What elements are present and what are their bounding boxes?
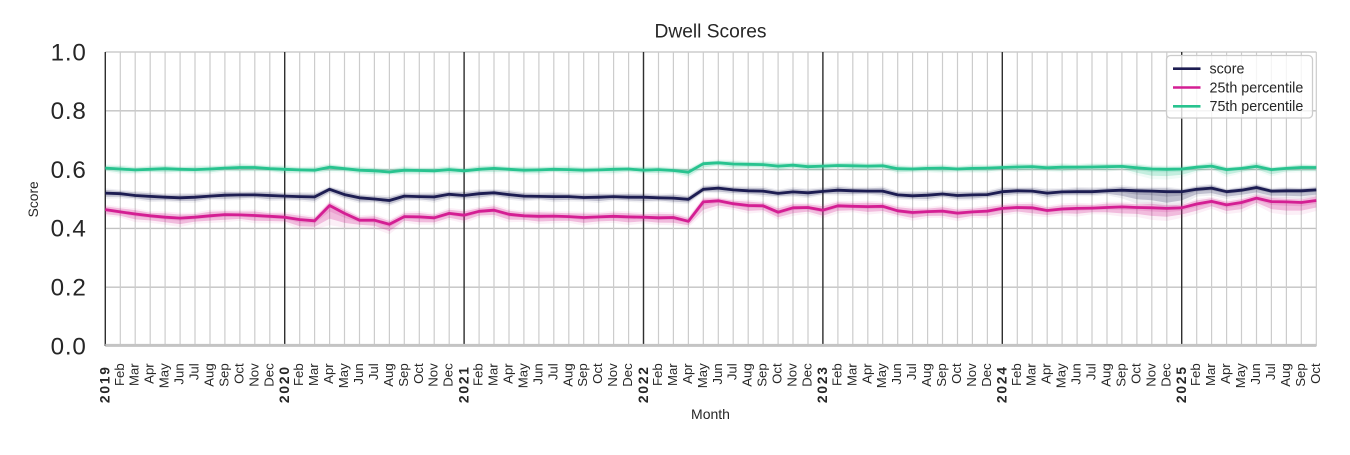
svg-text:Apr: Apr — [501, 363, 516, 384]
svg-text:Jul: Jul — [1084, 363, 1099, 380]
svg-text:Feb: Feb — [112, 363, 127, 386]
svg-text:0.6: 0.6 — [51, 157, 87, 184]
svg-text:Sep: Sep — [934, 363, 949, 386]
svg-text:Jun: Jun — [889, 363, 904, 384]
svg-text:Jun: Jun — [172, 363, 187, 384]
svg-text:Jun: Jun — [530, 363, 545, 384]
svg-text:Aug: Aug — [740, 363, 755, 386]
svg-text:Sep: Sep — [755, 363, 770, 386]
svg-text:Jun: Jun — [1069, 363, 1084, 384]
svg-text:0.0: 0.0 — [51, 333, 87, 360]
svg-text:2025: 2025 — [1174, 365, 1189, 403]
svg-text:Sep: Sep — [1113, 363, 1128, 386]
svg-text:Jun: Jun — [351, 363, 366, 384]
svg-text:Jun: Jun — [1248, 363, 1263, 384]
svg-text:2024: 2024 — [995, 365, 1010, 403]
svg-text:Mar: Mar — [306, 363, 321, 386]
svg-text:Dec: Dec — [979, 363, 994, 387]
svg-text:Jul: Jul — [904, 363, 919, 380]
svg-text:25th percentile: 25th percentile — [1210, 80, 1304, 96]
svg-text:May: May — [515, 363, 530, 388]
svg-text:score: score — [1210, 62, 1245, 78]
svg-text:Jul: Jul — [1263, 363, 1278, 380]
svg-text:May: May — [695, 363, 710, 388]
svg-text:Dec: Dec — [441, 363, 456, 387]
svg-text:Mar: Mar — [127, 363, 142, 386]
svg-text:Jul: Jul — [545, 363, 560, 380]
svg-text:Score: Score — [26, 181, 41, 217]
svg-text:Oct: Oct — [411, 363, 426, 384]
svg-text:Dec: Dec — [620, 363, 635, 387]
svg-text:Aug: Aug — [560, 363, 575, 386]
svg-text:May: May — [1233, 363, 1248, 388]
svg-text:May: May — [157, 363, 172, 388]
svg-text:Nov: Nov — [605, 363, 620, 387]
svg-text:Nov: Nov — [426, 363, 441, 387]
svg-text:1.0: 1.0 — [51, 39, 87, 66]
svg-text:Nov: Nov — [964, 363, 979, 387]
svg-text:Sep: Sep — [396, 363, 411, 386]
svg-text:Nov: Nov — [246, 363, 261, 387]
svg-text:Oct: Oct — [231, 363, 246, 384]
svg-text:Mar: Mar — [1203, 363, 1218, 386]
svg-text:Dwell Scores: Dwell Scores — [655, 22, 767, 43]
svg-text:Aug: Aug — [202, 363, 217, 386]
svg-text:Sep: Sep — [1293, 363, 1308, 386]
svg-text:Oct: Oct — [770, 363, 785, 384]
svg-text:Oct: Oct — [590, 363, 605, 384]
svg-text:Feb: Feb — [1188, 363, 1203, 386]
svg-text:Feb: Feb — [471, 363, 486, 386]
svg-text:Mar: Mar — [1024, 363, 1039, 386]
svg-text:Feb: Feb — [829, 363, 844, 386]
svg-text:Sep: Sep — [575, 363, 590, 386]
svg-text:0.8: 0.8 — [51, 98, 87, 125]
svg-text:Aug: Aug — [1099, 363, 1114, 386]
svg-text:Nov: Nov — [785, 363, 800, 387]
svg-text:Sep: Sep — [216, 363, 231, 386]
svg-text:Apr: Apr — [142, 363, 157, 384]
svg-text:Mar: Mar — [665, 363, 680, 386]
svg-text:75th percentile: 75th percentile — [1210, 99, 1304, 115]
svg-text:Aug: Aug — [1278, 363, 1293, 386]
svg-text:Apr: Apr — [321, 363, 336, 384]
svg-text:Feb: Feb — [1009, 363, 1024, 386]
svg-text:Mar: Mar — [486, 363, 501, 386]
svg-text:May: May — [874, 363, 889, 388]
svg-text:2021: 2021 — [456, 365, 471, 403]
svg-text:2022: 2022 — [636, 365, 651, 403]
svg-text:2019: 2019 — [98, 365, 113, 403]
svg-text:Oct: Oct — [949, 363, 964, 384]
svg-text:May: May — [1054, 363, 1069, 388]
svg-text:May: May — [336, 363, 351, 388]
svg-text:Aug: Aug — [381, 363, 396, 386]
svg-text:Dec: Dec — [800, 363, 815, 387]
svg-text:Apr: Apr — [1218, 363, 1233, 384]
svg-text:Month: Month — [691, 406, 730, 422]
svg-text:Apr: Apr — [859, 363, 874, 384]
svg-text:Dec: Dec — [1158, 363, 1173, 387]
svg-text:Oct: Oct — [1128, 363, 1143, 384]
svg-text:Oct: Oct — [1308, 363, 1323, 384]
svg-text:Aug: Aug — [919, 363, 934, 386]
svg-text:Dec: Dec — [261, 363, 276, 387]
svg-text:0.4: 0.4 — [51, 216, 87, 243]
svg-text:Apr: Apr — [1039, 363, 1054, 384]
svg-text:Apr: Apr — [680, 363, 695, 384]
svg-text:Nov: Nov — [1143, 363, 1158, 387]
svg-text:Feb: Feb — [650, 363, 665, 386]
svg-text:2023: 2023 — [815, 365, 830, 403]
svg-text:Jul: Jul — [725, 363, 740, 380]
svg-text:Mar: Mar — [844, 363, 859, 386]
svg-text:Jul: Jul — [187, 363, 202, 380]
svg-text:2020: 2020 — [277, 365, 292, 403]
svg-text:Jul: Jul — [366, 363, 381, 380]
svg-text:Feb: Feb — [291, 363, 306, 386]
svg-text:0.2: 0.2 — [51, 275, 87, 302]
svg-text:Jun: Jun — [710, 363, 725, 384]
